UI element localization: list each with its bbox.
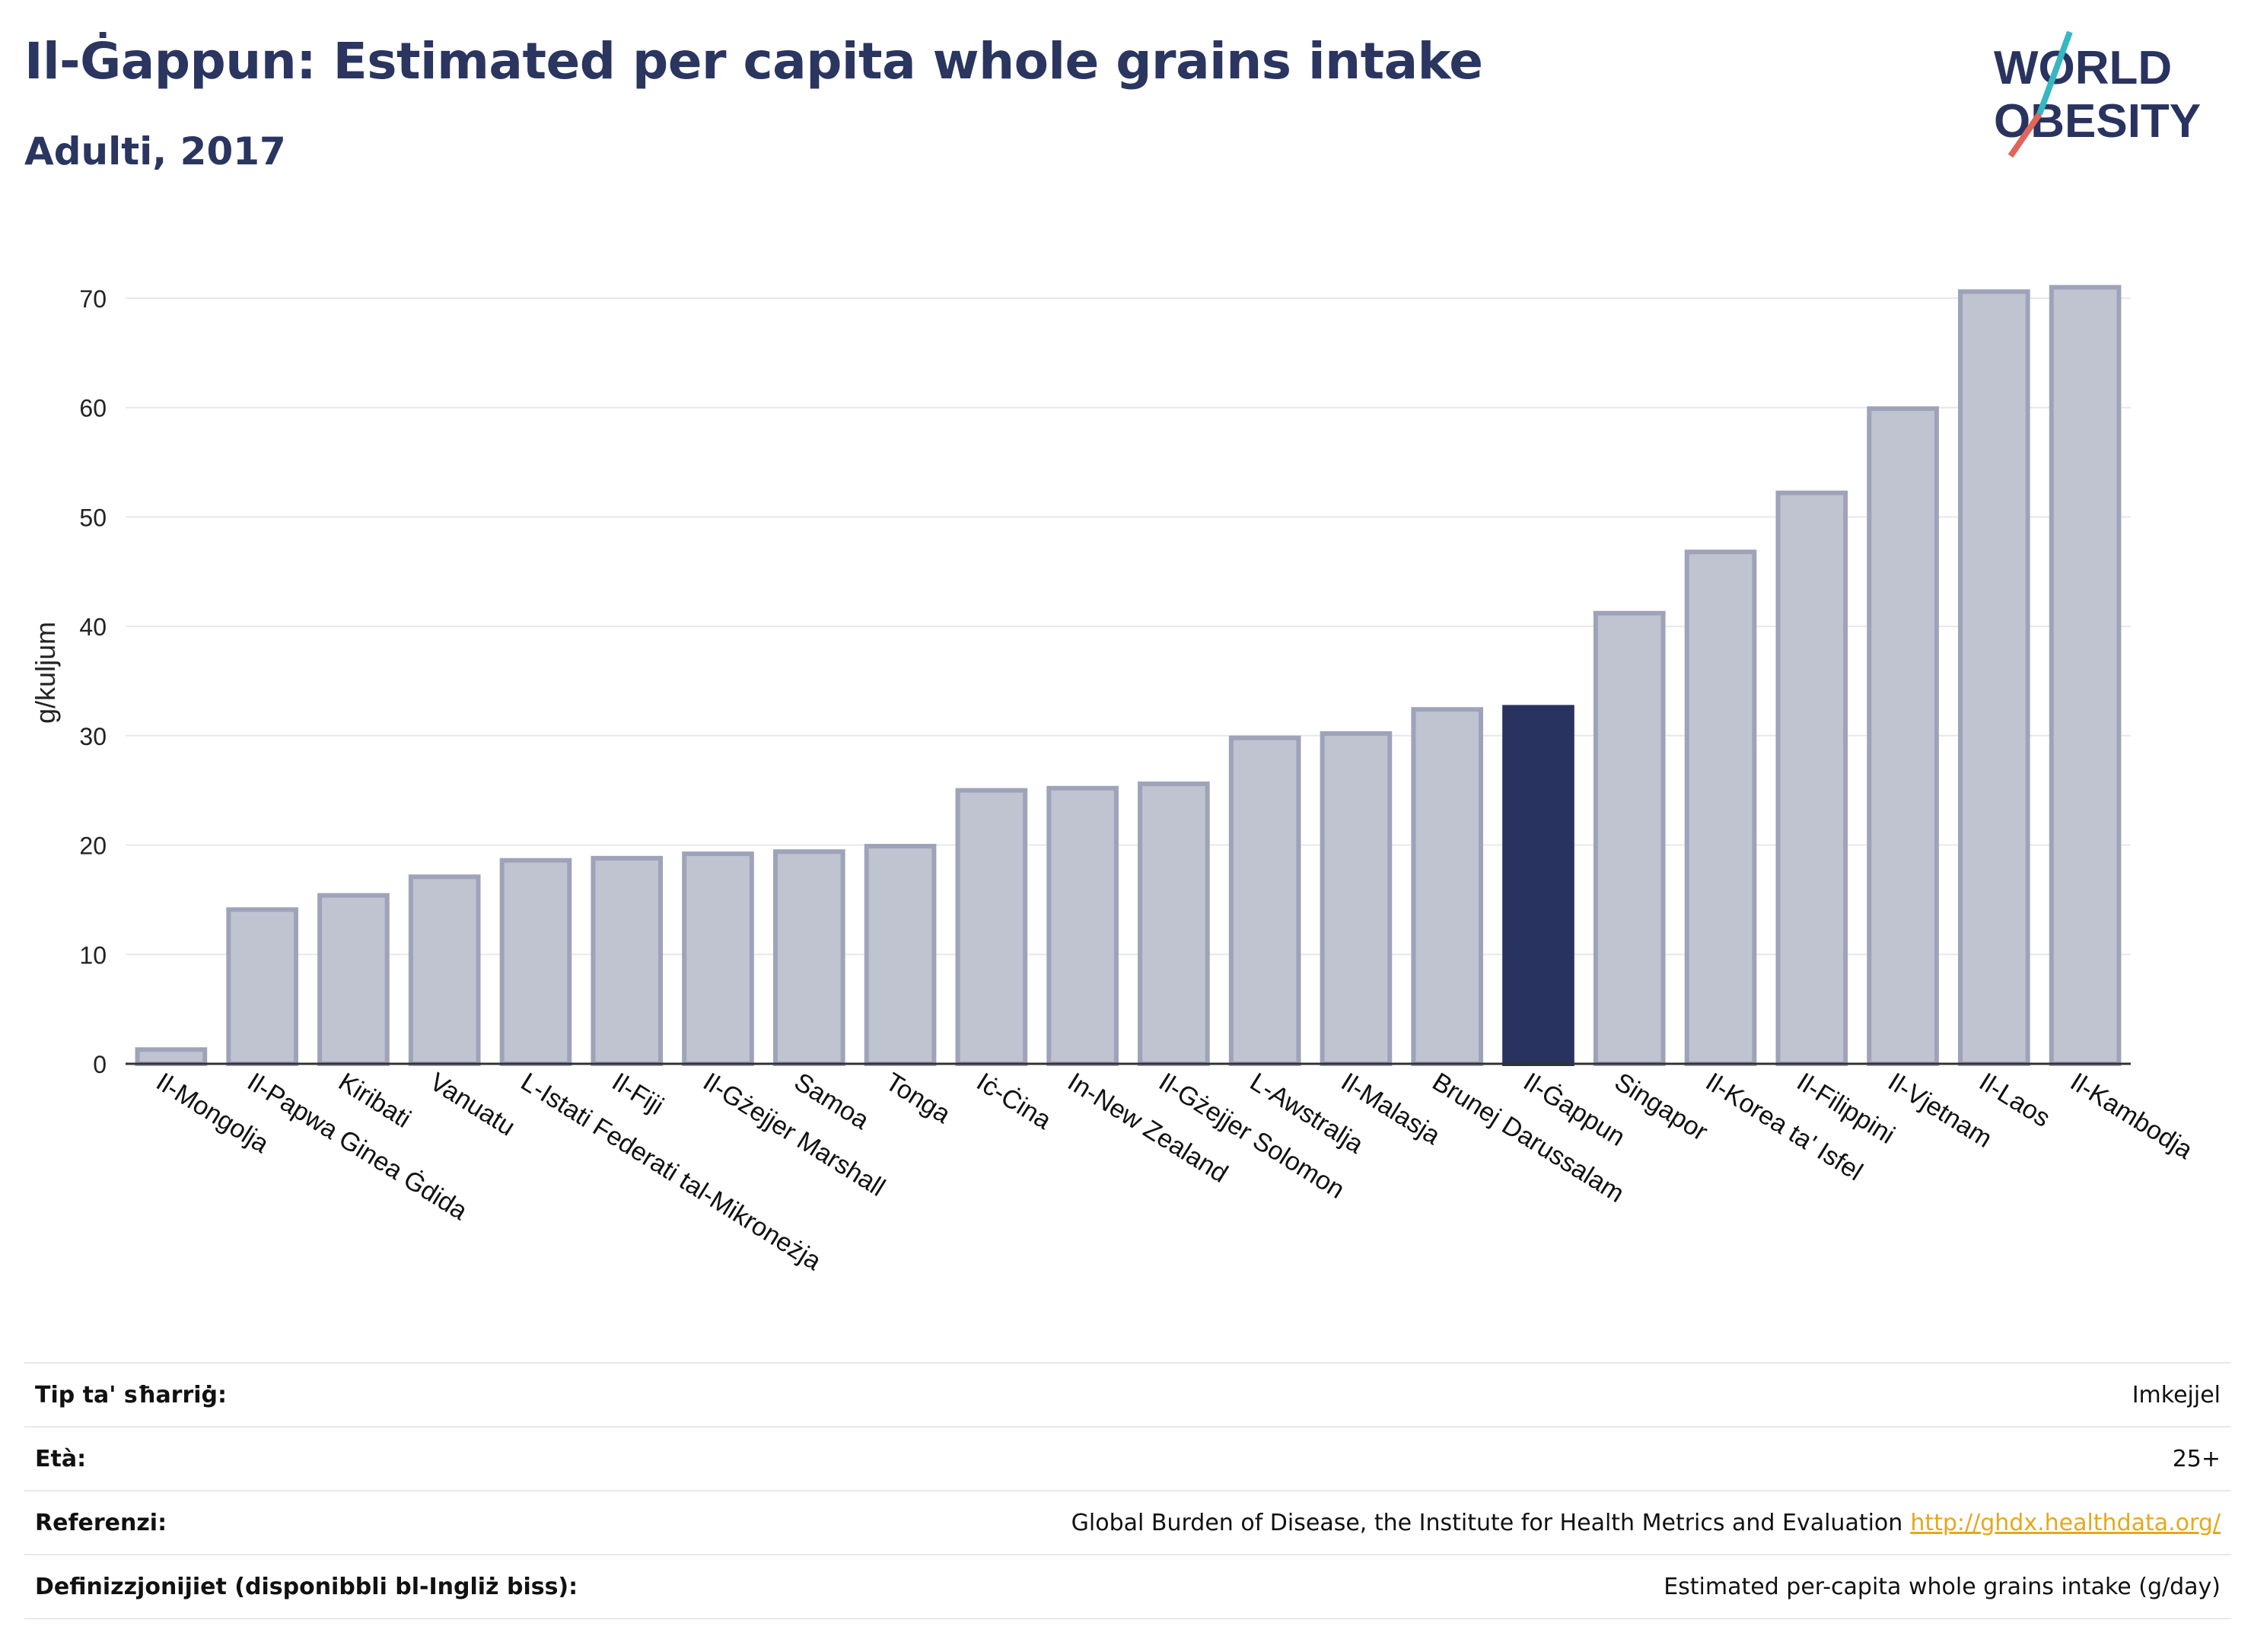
x-tick-label: Il-Vjetnam bbox=[1883, 1068, 1997, 1154]
bar bbox=[1775, 490, 1848, 1067]
bar bbox=[408, 874, 481, 1066]
x-tick-label: Il-Kambodja bbox=[2065, 1068, 2198, 1165]
x-tick-label: In-New Zealand bbox=[1062, 1068, 1233, 1189]
reference-link[interactable]: http://ghdx.healthdata.org/ bbox=[1910, 1509, 2221, 1536]
logo-slash-teal bbox=[2036, 30, 2073, 116]
bar bbox=[682, 851, 754, 1066]
bar bbox=[317, 893, 390, 1067]
meta-label: Definizzjonijiet (disponibbli bl-Ingliż … bbox=[35, 1573, 578, 1600]
y-tick-label: 20 bbox=[79, 832, 107, 860]
meta-value-wrap: Global Burden of Disease, the Institute … bbox=[1071, 1510, 2231, 1536]
bar-chart: 010203040506070g/kuljumIl-MongoljaIl-Pap… bbox=[30, 285, 2198, 1277]
bar bbox=[864, 843, 937, 1066]
bar bbox=[1867, 406, 1939, 1066]
bar bbox=[135, 1047, 208, 1067]
world-obesity-logo[interactable]: WORLD OBESITY bbox=[1979, 30, 2237, 167]
meta-row-age: Età: 25+ bbox=[24, 1426, 2231, 1490]
meta-value: Global Burden of Disease, the Institute … bbox=[1071, 1509, 1903, 1536]
bar bbox=[1684, 549, 1757, 1066]
bar bbox=[226, 907, 298, 1066]
bar bbox=[499, 858, 572, 1066]
y-tick-label: 30 bbox=[79, 723, 107, 750]
meta-row-definitions: Definizzjonijiet (disponibbli bl-Ingliż … bbox=[24, 1554, 2231, 1619]
metadata-table: Tip ta' sħarriġ: Imkejjel Età: 25+ Refer… bbox=[24, 1362, 2231, 1619]
bar bbox=[1046, 785, 1119, 1066]
bar bbox=[1228, 735, 1301, 1067]
bar bbox=[772, 849, 845, 1066]
bar bbox=[1593, 610, 1666, 1066]
bar bbox=[1411, 707, 1484, 1067]
logo-line2: OBESITY bbox=[1994, 95, 2201, 148]
logo-slash-red bbox=[2007, 112, 2042, 158]
x-tick-label: Il-Korea ta' Isfel bbox=[1701, 1068, 1868, 1187]
x-tick-label: Iċ-Ċina bbox=[972, 1068, 1057, 1135]
x-tick-label: Tonga bbox=[880, 1068, 956, 1129]
meta-row-references: Referenzi: Global Burden of Disease, the… bbox=[24, 1490, 2231, 1554]
y-tick-label: 60 bbox=[79, 395, 107, 422]
bar bbox=[1320, 731, 1393, 1067]
y-tick-label: 10 bbox=[79, 941, 107, 969]
bar bbox=[591, 855, 664, 1066]
meta-label: Tip ta' sħarriġ: bbox=[35, 1381, 228, 1408]
chart-subtitle: Adulti, 2017 bbox=[24, 129, 286, 173]
meta-value: Estimated per-capita whole grains intake… bbox=[1664, 1573, 2221, 1600]
bar bbox=[955, 788, 1028, 1067]
x-tick-label: Il-Fiji bbox=[607, 1068, 669, 1121]
x-tick-label: L-Istati Federati tal-Mikroneżja bbox=[516, 1068, 826, 1277]
y-tick-label: 40 bbox=[79, 613, 107, 641]
x-tick-label: Vanuatu bbox=[425, 1068, 520, 1142]
meta-row-survey-type: Tip ta' sħarriġ: Imkejjel bbox=[24, 1362, 2231, 1426]
world-obesity-logo-graphic: WORLD OBESITY bbox=[1994, 30, 2201, 158]
meta-label: Referenzi: bbox=[35, 1509, 167, 1536]
chart-title: Il-Ġappun: Estimated per capita whole gr… bbox=[24, 32, 1483, 91]
bar bbox=[1958, 289, 2030, 1066]
meta-label: Età: bbox=[35, 1445, 87, 1472]
logo-line1: WORLD bbox=[1994, 42, 2172, 94]
bar-highlight bbox=[1502, 705, 1574, 1066]
meta-value: 25+ bbox=[2172, 1445, 2221, 1472]
meta-value: Imkejjel bbox=[2132, 1381, 2221, 1408]
y-tick-label: 50 bbox=[79, 504, 107, 531]
y-tick-label: 70 bbox=[79, 285, 107, 313]
bar bbox=[1138, 781, 1210, 1066]
y-axis-label: g/kuljum bbox=[30, 622, 61, 724]
bar bbox=[2049, 285, 2122, 1066]
y-tick-label: 0 bbox=[93, 1051, 107, 1078]
